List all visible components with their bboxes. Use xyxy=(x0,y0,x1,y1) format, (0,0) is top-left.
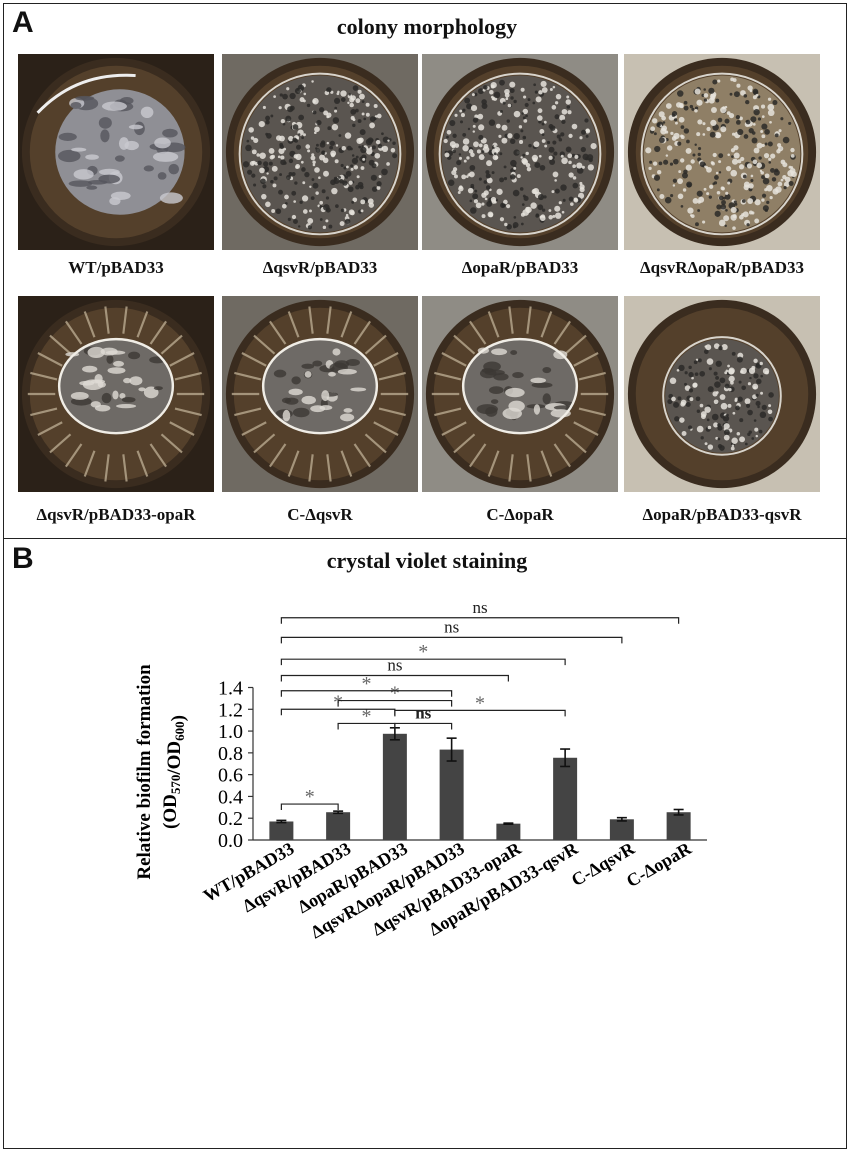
significance-bracket xyxy=(394,722,453,730)
significance-bracket xyxy=(280,690,453,697)
significance-label: ns xyxy=(415,703,431,722)
colony-label: C-ΔqsvR xyxy=(287,505,353,524)
x-tick-label: C-ΔopaR xyxy=(623,838,696,891)
colony-label: ΔqsvR/pBAD33-opaR xyxy=(36,505,196,524)
error-bar xyxy=(446,737,457,762)
bar xyxy=(496,823,521,840)
y-axis-label-units: (OD570/OD600) xyxy=(160,715,189,829)
significance-label: * xyxy=(418,641,428,663)
significance-label: ns xyxy=(387,656,402,675)
significance-bracket xyxy=(280,636,623,644)
significance-label: ns xyxy=(472,598,487,617)
y-tick-label: 1.0 xyxy=(218,721,243,743)
colony-image xyxy=(624,54,820,250)
panel-b-letter: B xyxy=(12,542,34,575)
significance-bracket xyxy=(394,709,566,717)
error-bar xyxy=(560,748,571,768)
significance-bracket xyxy=(337,699,453,707)
y-tick-label: 0.0 xyxy=(218,830,243,852)
y-tick-label: 1.2 xyxy=(218,699,243,721)
error-bar xyxy=(503,822,514,826)
bar xyxy=(382,733,407,840)
y-tick-label: 0.6 xyxy=(218,765,243,787)
significance-bracket xyxy=(280,658,566,666)
colony-image xyxy=(18,296,214,492)
biofilm-bar-chart: 0.00.20.40.60.81.01.21.4 Relative biofilm… xyxy=(134,598,707,942)
colony-image xyxy=(222,54,418,250)
colony-label: C-ΔopaR xyxy=(486,505,554,524)
significance-bracket xyxy=(280,617,680,624)
y-axis-label: Relative biofilm formation xyxy=(134,664,155,880)
error-bar xyxy=(276,819,287,824)
panel-a-title: colony morphology xyxy=(336,14,518,39)
panel-b-title: crystal violet staining xyxy=(326,548,528,573)
bar xyxy=(439,749,464,840)
significance-label: * xyxy=(475,692,485,714)
colony-image xyxy=(422,54,618,250)
colony-label: ΔopaR/pBAD33 xyxy=(461,258,579,277)
y-tick-label: 0.2 xyxy=(218,808,243,830)
significance-label: * xyxy=(362,673,372,695)
significance-label: * xyxy=(305,786,315,808)
bar xyxy=(553,757,578,840)
bar xyxy=(666,812,691,840)
colony-label: ΔqsvRΔopaR/pBAD33 xyxy=(640,258,804,277)
error-bar xyxy=(333,810,344,815)
colony-image xyxy=(422,296,618,492)
bar xyxy=(609,819,634,840)
y-tick-label: 1.4 xyxy=(218,678,243,700)
figure-frame xyxy=(3,3,847,1149)
bar xyxy=(326,812,351,840)
y-tick-label: 0.8 xyxy=(218,743,243,765)
colony-image xyxy=(624,296,820,492)
bar xyxy=(269,821,294,840)
significance-bracket xyxy=(280,674,509,682)
colony-image xyxy=(18,54,214,250)
significance-label: * xyxy=(390,683,400,705)
panel-divider xyxy=(3,538,847,539)
significance-label: * xyxy=(362,705,372,727)
colony-label: ΔqsvR/pBAD33 xyxy=(262,258,378,277)
colony-label: WT/pBAD33 xyxy=(68,258,164,277)
error-bar xyxy=(616,816,627,822)
significance-label: ns xyxy=(444,617,459,636)
significance-bracket xyxy=(280,803,339,811)
y-tick-label: 0.4 xyxy=(218,786,243,808)
panel-a-letter: A xyxy=(12,6,34,39)
error-bar xyxy=(673,808,684,816)
colony-label: ΔopaR/pBAD33-qsvR xyxy=(642,505,802,524)
colony-image xyxy=(222,296,418,492)
